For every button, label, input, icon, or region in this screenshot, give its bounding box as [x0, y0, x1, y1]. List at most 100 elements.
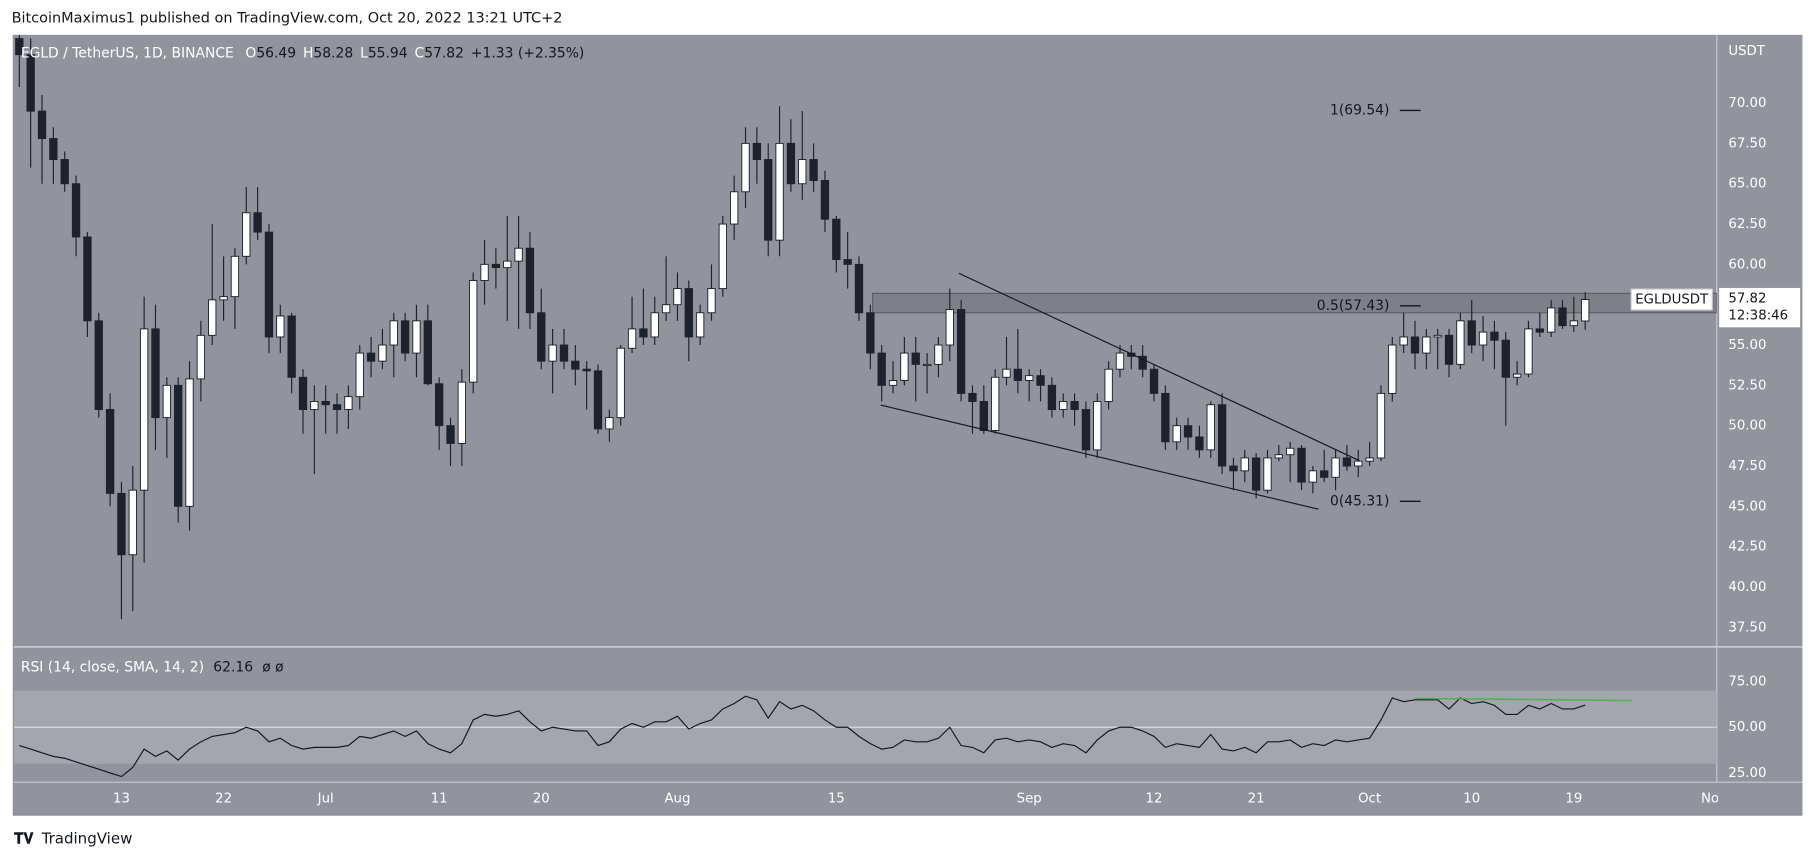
trendline — [958, 272, 1360, 462]
candle-body — [514, 247, 523, 262]
candle-body — [1251, 457, 1261, 491]
candle-body — [582, 368, 591, 372]
x-tick-label: 21 — [1248, 791, 1265, 806]
candle-body — [1456, 320, 1465, 365]
candle-body — [49, 138, 58, 160]
candle-body — [139, 328, 149, 491]
x-tick-label: Aug — [664, 791, 690, 806]
candle-body — [1093, 401, 1102, 451]
x-tick-label: 15 — [828, 791, 845, 806]
candle-body — [1581, 299, 1590, 322]
symbol-tag: EGLDUSDT — [1635, 293, 1709, 308]
candle-body — [230, 255, 240, 298]
candle-body — [820, 180, 830, 220]
candle-body — [1229, 465, 1238, 472]
candle-body — [1524, 328, 1533, 375]
candle-body — [571, 360, 580, 370]
x-tick-label: 12 — [1146, 791, 1163, 806]
fib-label: 1(69.54) — [1330, 102, 1389, 118]
candle-body — [639, 328, 648, 338]
candle-body — [117, 492, 126, 556]
candle-body — [1013, 368, 1023, 381]
resistance-zone — [872, 292, 1717, 314]
candle-body — [900, 352, 909, 381]
footer-logo: 𝐓𝐕 — [14, 829, 35, 847]
x-tick-label: 19 — [1565, 791, 1582, 806]
candle-body — [707, 288, 716, 314]
publisher-header: BitcoinMaximus1 published on TradingView… — [12, 11, 563, 27]
y-tick-label: 47.50 — [1728, 459, 1766, 474]
candle-body — [537, 312, 546, 362]
candle-body — [1263, 457, 1272, 491]
candle-body — [764, 159, 773, 241]
rsi-value: 62.16 — [213, 660, 253, 676]
candle-body — [741, 142, 750, 193]
candle-body — [775, 142, 784, 241]
candle-body — [1490, 331, 1499, 341]
fib-label: 0(45.31) — [1330, 493, 1389, 509]
candle-body — [843, 259, 852, 265]
candle-body — [627, 328, 637, 349]
candle-body — [525, 247, 535, 314]
x-tick-label: No — [1701, 791, 1719, 806]
candle-body — [1558, 307, 1567, 327]
candle-body — [446, 425, 455, 444]
candle-body — [605, 417, 614, 430]
candle-body — [332, 404, 342, 411]
candle-body — [423, 320, 432, 385]
legend-value: 57.82 — [424, 45, 464, 61]
candle-body — [480, 263, 489, 281]
x-tick-label: 11 — [431, 791, 448, 806]
x-tick-label: 13 — [113, 791, 130, 806]
candle-body — [1297, 447, 1306, 483]
candle-body — [219, 296, 228, 301]
x-tick-label: 10 — [1463, 791, 1480, 806]
candle-body — [412, 320, 421, 354]
candle-body — [1161, 392, 1170, 443]
candle-body — [809, 159, 818, 181]
trendline — [880, 404, 1319, 510]
y-tick-label: 62.50 — [1728, 217, 1766, 232]
candle-body — [1376, 392, 1386, 459]
x-tick-label: Sep — [1017, 791, 1042, 806]
candle-body — [684, 288, 693, 338]
candle-body — [786, 142, 796, 185]
candle-body — [956, 309, 966, 394]
footer-brand: TradingView — [41, 829, 133, 847]
candle-body — [355, 352, 364, 398]
candle-body — [593, 370, 603, 430]
candle-body — [1399, 336, 1408, 346]
candle-body — [15, 38, 24, 56]
candle-body — [253, 212, 262, 233]
legend-change: +1.33 (+2.35%) — [471, 45, 584, 61]
candle-body — [888, 380, 898, 386]
y-tick-label: 42.50 — [1728, 540, 1766, 555]
y-tick-label: 40.00 — [1728, 580, 1766, 595]
candle-body — [548, 344, 557, 362]
price-axis-cover — [1717, 783, 1803, 815]
candle-body — [1059, 401, 1068, 411]
candle-body — [1240, 457, 1249, 472]
price-pane: 1(69.54) 0.5(57.43) 0(45.31) — [15, 34, 1717, 620]
candle-body — [1217, 404, 1227, 467]
y-tick-label: 37.50 — [1728, 620, 1766, 635]
candle-body — [71, 183, 81, 238]
candle-body — [911, 352, 920, 365]
candle-body — [378, 344, 387, 362]
candle-body — [105, 409, 115, 494]
candle-body — [1195, 436, 1204, 451]
candle-body — [1138, 355, 1147, 370]
rsi-resistance — [1414, 697, 1632, 702]
legend-key: L — [360, 45, 368, 61]
rsi-line — [19, 695, 1586, 778]
x-tick-label: Jul — [317, 791, 334, 806]
legend-value: 56.49 — [256, 45, 296, 61]
candle-body — [389, 320, 398, 346]
candle-body — [298, 376, 308, 411]
candle-body — [1002, 368, 1011, 378]
candle-body — [832, 218, 841, 260]
candle-body — [196, 334, 206, 380]
candle-body — [968, 392, 977, 402]
